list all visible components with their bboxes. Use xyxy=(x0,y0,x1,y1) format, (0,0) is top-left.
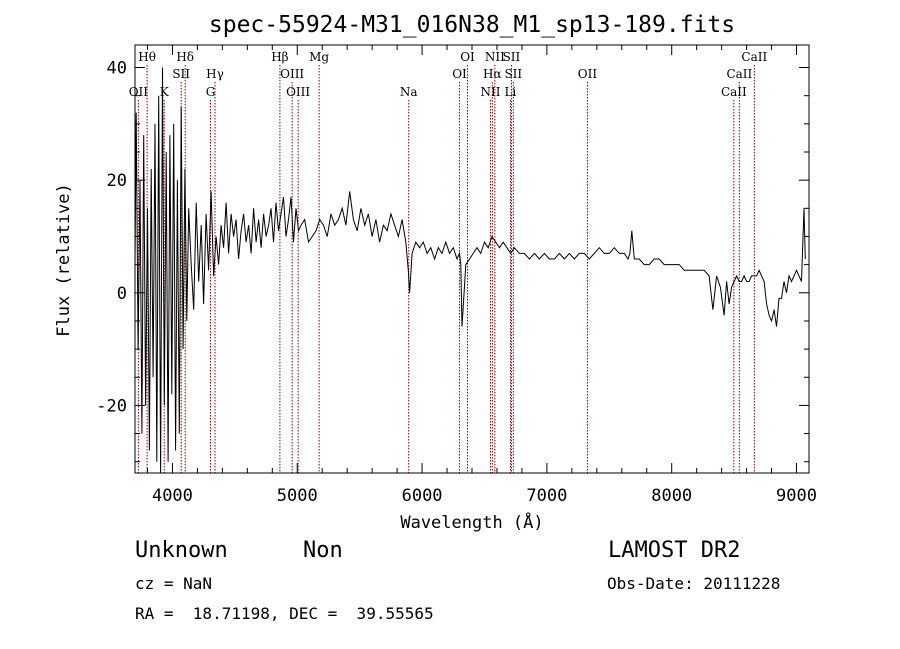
x-tick-label: 6000 xyxy=(402,486,443,506)
survey-label: LAMOST DR2 xyxy=(608,538,741,563)
line-marker-label: CaII xyxy=(721,85,747,99)
line-marker-label: Li xyxy=(505,85,517,99)
y-tick-label: 20 xyxy=(107,171,127,191)
line-marker-label: OIII xyxy=(280,67,304,81)
line-marker-label: Hα xyxy=(483,67,502,81)
chart-title: spec-55924-M31_016N38_M1_sp13-189.fits xyxy=(209,12,735,38)
y-axis-ticks: -20 0 20 40 xyxy=(96,59,809,463)
line-marker-label: Mg xyxy=(309,50,329,64)
x-tick-label: 9000 xyxy=(776,486,817,506)
redshift-label: cz = NaN xyxy=(135,574,213,593)
y-axis-label: Flux (relative) xyxy=(54,183,74,337)
line-marker-label: CaII xyxy=(741,50,767,64)
line-marker-label: NII xyxy=(480,85,500,99)
classification-label: Unknown xyxy=(135,538,228,563)
x-tick-label: 7000 xyxy=(526,486,567,506)
obs-date-label: Obs-Date: 20111228 xyxy=(607,574,781,593)
y-tick-label: 0 xyxy=(117,284,127,304)
x-axis-ticks: 4000 5000 6000 7000 8000 9000 xyxy=(146,45,817,506)
line-marker-label: SII xyxy=(503,50,521,64)
x-tick-label: 4000 xyxy=(152,486,193,506)
line-marker-label: SII xyxy=(504,67,522,81)
coordinates-label: RA = 18.71198, DEC = 39.55565 xyxy=(135,604,434,623)
line-marker-label: OII xyxy=(129,85,149,99)
line-marker-label: Hδ xyxy=(176,50,194,64)
x-tick-label: 8000 xyxy=(651,486,692,506)
y-tick-label: 40 xyxy=(107,59,127,79)
line-marker-label: Hθ xyxy=(138,50,156,64)
subclass-label: Non xyxy=(303,538,343,563)
line-marker-label: Na xyxy=(400,85,418,99)
line-markers xyxy=(137,65,755,473)
line-marker-label: K xyxy=(160,85,170,99)
line-marker-label: G xyxy=(206,85,216,99)
line-marker-label: CaII xyxy=(726,67,752,81)
line-marker-label: NII xyxy=(485,50,505,64)
line-marker-label: Hβ xyxy=(271,50,288,64)
line-marker-label: Hγ xyxy=(206,67,224,81)
x-axis-label: Wavelength (Å) xyxy=(400,511,543,533)
x-tick-label: 5000 xyxy=(277,486,318,506)
line-marker-label: OI xyxy=(460,50,475,64)
line-marker-label: SII xyxy=(172,67,190,81)
line-marker-label: OII xyxy=(578,67,598,81)
plot-frame xyxy=(134,44,810,474)
line-marker-label: OIII xyxy=(286,85,310,99)
spectrum-line xyxy=(134,67,806,474)
line-marker-labels: OII Hθ K Hδ SII Hγ G Hβ OIII OIII Mg Na OI OI NII Hα NII… xyxy=(129,50,768,99)
y-tick-label: -20 xyxy=(96,396,127,416)
line-marker-label: OI xyxy=(452,67,467,81)
